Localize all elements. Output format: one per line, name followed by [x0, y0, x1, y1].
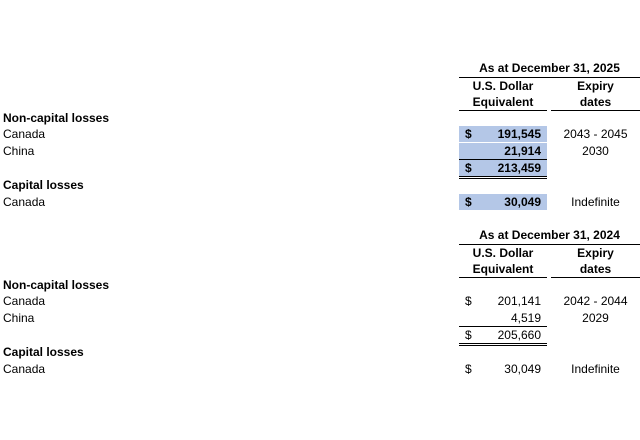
currency-symbol: $: [465, 362, 472, 376]
amount-column-header-line2: Equivalent: [472, 262, 534, 276]
row-expiry: Indefinite: [571, 195, 620, 209]
noncap-heading: Non-capital losses: [3, 278, 110, 292]
currency-symbol: $: [465, 161, 472, 175]
expiry-column-header-line1: Expiry: [577, 246, 614, 260]
cap-heading: Capital losses: [3, 178, 84, 192]
noncap-total: $205,660: [459, 327, 547, 343]
column-rule-amount: [459, 277, 547, 278]
cap-heading: Capital losses: [3, 345, 84, 359]
cap-amount: $30,049: [459, 361, 547, 377]
cap-amount: $30,049: [459, 194, 547, 210]
total-double-rule-top: [459, 343, 547, 344]
row-label: Canada: [3, 362, 46, 376]
header-rule: [459, 244, 640, 245]
row-label: China: [3, 311, 35, 325]
subtotal-rule: [459, 159, 547, 160]
amount-value: 30,049: [504, 195, 541, 209]
amount-column-header-line1: U.S. Dollar: [472, 79, 534, 93]
row-label: Canada: [3, 127, 46, 141]
noncap-amount: 21,914: [459, 143, 547, 159]
amount-value: 191,545: [497, 127, 541, 141]
column-rule-expiry: [551, 277, 640, 278]
amount-value: 201,141: [497, 294, 541, 308]
total-double-rule-bottom: [459, 178, 547, 179]
row-expiry: 2043 - 2045: [563, 127, 628, 141]
row-expiry: 2042 - 2044: [563, 294, 628, 308]
row-label: Canada: [3, 294, 46, 308]
expiry-column-header-line1: Expiry: [577, 79, 614, 93]
amount-value: 30,049: [504, 362, 541, 376]
amount-value: 213,459: [497, 161, 541, 175]
subtotal-rule: [459, 326, 547, 327]
row-expiry: 2030: [582, 144, 609, 158]
row-label: China: [3, 144, 35, 158]
total-double-rule-bottom: [459, 345, 547, 346]
noncap-amount: $201,141: [459, 293, 547, 309]
expiry-column-header-line2: dates: [579, 262, 612, 276]
period-header: As at December 31, 2025: [479, 61, 620, 75]
amount-value: 4,519: [510, 311, 541, 325]
currency-symbol: $: [465, 294, 472, 308]
amount-value: 205,660: [497, 328, 541, 342]
total-double-rule-top: [459, 176, 547, 177]
column-rule-amount: [459, 110, 547, 111]
row-expiry: Indefinite: [571, 362, 620, 376]
amount-value: 21,914: [504, 144, 541, 158]
row-expiry: 2029: [582, 311, 609, 325]
noncap-amount: 4,519: [459, 310, 547, 326]
noncap-amount: $191,545: [459, 126, 547, 142]
noncap-total: $213,459: [459, 160, 547, 176]
column-rule-expiry: [551, 110, 640, 111]
currency-symbol: $: [465, 127, 472, 141]
amount-column-header-line2: Equivalent: [472, 95, 534, 109]
header-rule: [459, 77, 640, 78]
noncap-heading: Non-capital losses: [3, 111, 110, 125]
amount-column-header-line1: U.S. Dollar: [472, 246, 534, 260]
period-header: As at December 31, 2024: [479, 228, 620, 242]
expiry-column-header-line2: dates: [579, 95, 612, 109]
row-label: Canada: [3, 195, 46, 209]
currency-symbol: $: [465, 195, 472, 209]
currency-symbol: $: [465, 328, 472, 342]
